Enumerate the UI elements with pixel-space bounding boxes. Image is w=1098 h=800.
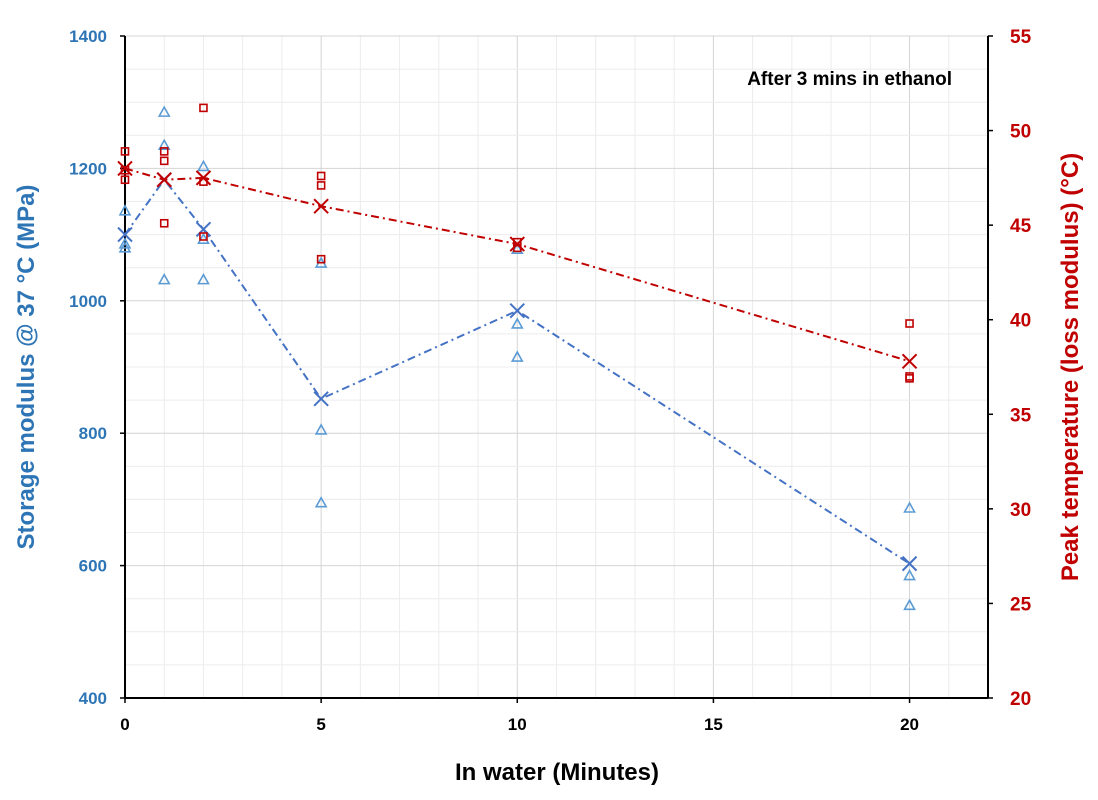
- y-left-tick-label: 1000: [69, 292, 107, 311]
- y-left-tick-label: 1400: [69, 27, 107, 46]
- data-markers: [117, 103, 918, 611]
- peak-temperature-mean-marker: [117, 160, 133, 177]
- annotation: After 3 mins in ethanol: [747, 69, 952, 90]
- axes: [120, 35, 993, 703]
- storage-modulus-triangle-marker: [118, 241, 132, 253]
- storage-modulus-mean-marker: [901, 555, 918, 572]
- peak-temperature-square-marker: [120, 165, 130, 175]
- peak-temperature-square-marker: [199, 103, 208, 113]
- storage-modulus-triangle-marker: [157, 272, 171, 285]
- storage-modulus-triangle-marker: [157, 105, 171, 117]
- peak-temperature-square-marker: [120, 175, 130, 185]
- y-right-tick-label: 25: [1010, 594, 1032, 615]
- y-right-tick-label: 35: [1010, 405, 1032, 426]
- peak-temperature-square-marker: [512, 237, 522, 247]
- storage-modulus-triangle-marker: [510, 242, 524, 254]
- peak-temperature-mean-marker: [509, 236, 525, 252]
- y-left-tick-label: 400: [79, 689, 107, 708]
- y-right-tick-label: 20: [1010, 689, 1031, 710]
- y-right-tick-label: 40: [1010, 311, 1031, 332]
- storage-modulus-triangle-marker: [197, 159, 210, 172]
- y-left-tick-label: 1200: [69, 159, 107, 178]
- storage-modulus-triangle-marker: [903, 598, 916, 611]
- x-tick-label: 15: [704, 715, 723, 734]
- tick-labels: 0 5 10 15 20 400 600 800 1000 1200 1400 20 25 30 35 40 4…: [69, 27, 1031, 734]
- storage-modulus-triangle-marker: [510, 317, 524, 329]
- y-right-tick-label: 45: [1010, 216, 1032, 237]
- storage-modulus-triangle-marker: [197, 272, 210, 285]
- peak-temperature-mean-marker: [901, 353, 918, 370]
- peak-temperature-square-marker: [199, 232, 208, 241]
- peak-temperature-square-marker: [316, 254, 326, 264]
- peak-temperature-square-marker: [120, 147, 130, 156]
- y-axis-right-label: Peak temperature (loss modulus) (°C): [1057, 153, 1084, 581]
- y-left-tick-label: 800: [79, 424, 107, 443]
- peak-temperature-square-marker: [159, 147, 169, 156]
- storage-modulus-triangle-marker: [510, 350, 524, 362]
- peak-temperature-square-marker: [159, 156, 169, 166]
- peak-temperature-square-marker: [159, 218, 169, 228]
- peak-temperature-square-marker: [905, 319, 914, 328]
- y-right-tick-label: 50: [1010, 122, 1031, 143]
- storage-modulus-triangle-marker: [314, 423, 328, 435]
- peak-temperature-square-marker: [316, 181, 326, 190]
- x-axis-label: In water (Minutes): [455, 759, 659, 786]
- storage-modulus-triangle-marker: [314, 496, 328, 508]
- y-right-tick-label: 55: [1010, 27, 1032, 48]
- y-right-tick-label: 30: [1010, 500, 1031, 521]
- storage-modulus-mean-marker: [313, 391, 329, 407]
- peak-temperature-mean-marker: [195, 170, 212, 186]
- gridlines: [124, 35, 989, 699]
- x-tick-label: 5: [316, 715, 325, 734]
- peak-temperature-mean-line: [124, 167, 910, 363]
- y-axis-left-label: Storage modulus @ 37 °C (MPa): [13, 184, 40, 549]
- x-tick-label: 0: [120, 715, 129, 734]
- peak-temperature-square-marker: [905, 374, 914, 383]
- peak-temperature-square-marker: [316, 171, 326, 181]
- y-left-tick-label: 600: [79, 557, 107, 576]
- storage-modulus-mean-marker: [117, 226, 133, 243]
- storage-modulus-triangle-marker: [903, 568, 916, 581]
- peak-temperature-mean-marker: [156, 172, 172, 188]
- storage-modulus-triangle-marker: [197, 232, 210, 245]
- x-tick-label: 20: [900, 715, 919, 734]
- storage-modulus-triangle-marker: [118, 204, 132, 216]
- series-lines: [124, 167, 911, 565]
- storage-modulus-triangle-marker: [118, 237, 132, 249]
- storage-modulus-triangle-marker: [157, 138, 171, 151]
- storage-modulus-mean-marker: [509, 303, 525, 319]
- x-tick-label: 10: [508, 715, 527, 734]
- storage-modulus-triangle-marker: [903, 501, 916, 513]
- storage-modulus-mean-line: [124, 178, 911, 565]
- peak-temperature-mean-marker: [313, 198, 329, 214]
- storage-modulus-mean-marker: [195, 221, 212, 238]
